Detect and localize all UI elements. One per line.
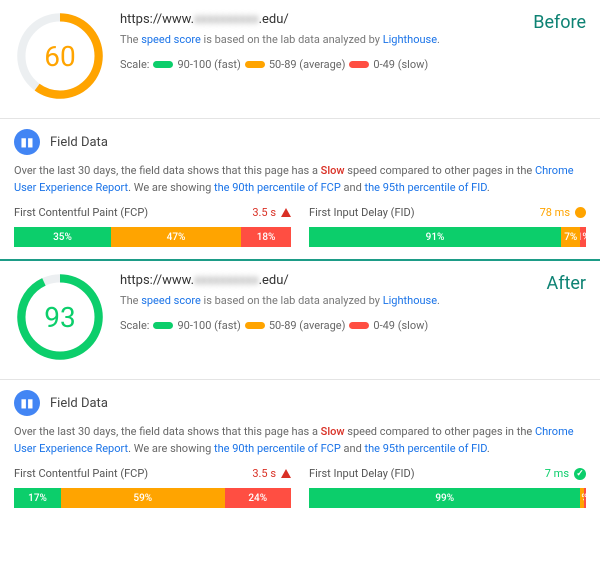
fid-distribution-bar: 91%7%1%: [309, 227, 586, 247]
fcp-value: 3.5 s: [252, 467, 291, 480]
before-metrics: First Contentful Paint (FCP) 3.5 s First…: [0, 206, 600, 227]
score-description: The speed score is based on the lab data…: [120, 294, 532, 307]
lighthouse-link[interactable]: Lighthouse: [383, 33, 437, 46]
fid-label: First Input Delay (FID): [309, 467, 415, 480]
distribution-segment: 24%: [225, 488, 291, 508]
scale-legend: Scale: 90-100 (fast) 50-89 (average) 0-4…: [120, 58, 519, 71]
distribution-segment: 91%: [309, 227, 561, 247]
pill-avg-icon: [245, 322, 265, 329]
field-data-header: ▮▮ Field Data: [0, 380, 600, 424]
after-metrics: First Contentful Paint (FCP) 3.5 s First…: [0, 467, 600, 488]
speed-score-link[interactable]: speed score: [141, 33, 201, 46]
lighthouse-link[interactable]: Lighthouse: [383, 294, 437, 307]
fcp-distribution-bar: 17%59%24%: [14, 488, 291, 508]
after-summary: 93 https://www.xxxxxxxxxx.edu/ The speed…: [14, 271, 586, 363]
fcp-metric: First Contentful Paint (FCP) 3.5 s: [14, 467, 291, 486]
fcp-value: 3.5 s: [252, 206, 291, 219]
fid-label: First Input Delay (FID): [309, 206, 415, 219]
before-summary: 60 https://www.xxxxxxxxxx.edu/ The speed…: [14, 10, 586, 102]
fcp-metric: First Contentful Paint (FCP) 3.5 s: [14, 206, 291, 225]
score-gauge-after: 93: [14, 271, 106, 363]
score-value: 93: [14, 271, 106, 363]
fid-metric: First Input Delay (FID) 78 ms: [309, 206, 586, 225]
fid-percentile-link[interactable]: the 95th percentile of FID: [365, 442, 487, 455]
distribution-segment: 35%: [14, 227, 111, 247]
fid-metric: First Input Delay (FID) 7 ms✓: [309, 467, 586, 486]
fid-value: 78 ms: [540, 206, 586, 219]
bar-chart-icon: ▮▮: [14, 129, 40, 155]
speed-score-link[interactable]: speed score: [141, 294, 201, 307]
score-description: The speed score is based on the lab data…: [120, 33, 519, 46]
scale-legend: Scale: 90-100 (fast) 50-89 (average) 0-4…: [120, 319, 532, 332]
warning-triangle-icon: [281, 208, 291, 217]
after-badge: After: [546, 271, 586, 294]
average-circle-icon: [575, 207, 586, 218]
after-panel: 93 https://www.xxxxxxxxxx.edu/ The speed…: [0, 261, 600, 369]
fcp-label: First Contentful Paint (FCP): [14, 206, 148, 219]
field-data-header: ▮▮ Field Data: [0, 119, 600, 163]
distribution-segment: 18%: [241, 227, 291, 247]
after-info: https://www.xxxxxxxxxx.edu/ The speed sc…: [120, 271, 532, 332]
distribution-segment: 0%: [584, 488, 586, 508]
fcp-percentile-link[interactable]: the 90th percentile of FCP: [214, 442, 341, 455]
distribution-segment: 47%: [111, 227, 241, 247]
distribution-segment: 59%: [61, 488, 224, 508]
field-data-description: Over the last 30 days, the field data sh…: [0, 424, 600, 467]
pill-slow-icon: [349, 322, 369, 329]
before-panel: 60 https://www.xxxxxxxxxx.edu/ The speed…: [0, 0, 600, 108]
before-bars: 35%47%18% 91%7%1%: [0, 227, 600, 259]
distribution-segment: 99%: [309, 488, 580, 508]
pill-avg-icon: [245, 61, 265, 68]
warning-triangle-icon: [281, 469, 291, 478]
score-value: 60: [14, 10, 106, 102]
pill-fast-icon: [153, 322, 173, 329]
fcp-percentile-link[interactable]: the 90th percentile of FCP: [214, 181, 341, 194]
fcp-distribution-bar: 35%47%18%: [14, 227, 291, 247]
distribution-segment: 7%: [561, 227, 580, 247]
before-badge: Before: [533, 10, 586, 33]
fid-distribution-bar: 99%1%0%: [309, 488, 586, 508]
field-data-description: Over the last 30 days, the field data sh…: [0, 163, 600, 206]
page-url: https://www.xxxxxxxxxx.edu/: [120, 12, 519, 27]
score-gauge-before: 60: [14, 10, 106, 102]
check-circle-icon: ✓: [574, 468, 586, 480]
field-data-title: Field Data: [50, 135, 108, 150]
before-info: https://www.xxxxxxxxxx.edu/ The speed sc…: [120, 10, 519, 71]
pill-slow-icon: [349, 61, 369, 68]
after-bars: 17%59%24% 99%1%0%: [0, 488, 600, 520]
pill-fast-icon: [153, 61, 173, 68]
distribution-segment: 1%: [580, 227, 586, 247]
fid-value: 7 ms✓: [545, 467, 586, 480]
field-data-title: Field Data: [50, 396, 108, 411]
fid-percentile-link[interactable]: the 95th percentile of FID: [365, 181, 487, 194]
fcp-label: First Contentful Paint (FCP): [14, 467, 148, 480]
bar-chart-icon: ▮▮: [14, 390, 40, 416]
page-url: https://www.xxxxxxxxxx.edu/: [120, 273, 532, 288]
distribution-segment: 17%: [14, 488, 61, 508]
